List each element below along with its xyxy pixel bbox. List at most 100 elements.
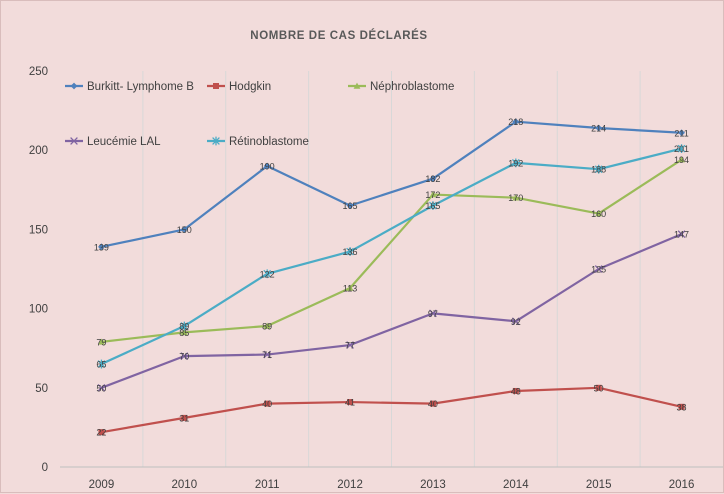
data-label: 48: [511, 386, 521, 396]
data-label: 194: [674, 155, 689, 165]
data-point: [181, 414, 188, 421]
chart-title: NOMBRE DE CAS DÉCLARÉS: [250, 29, 427, 42]
x-tick-label: 2013: [420, 479, 446, 491]
y-tick-label: 50: [35, 383, 48, 395]
legend-label: Hodgkin: [229, 81, 271, 93]
data-label: 77: [345, 341, 355, 351]
data-label: 182: [425, 174, 440, 184]
series: [97, 144, 686, 369]
data-point: [346, 247, 354, 256]
data-point: [429, 400, 436, 407]
data-point: [677, 144, 686, 154]
data-point: [353, 82, 361, 89]
data-point: [98, 429, 105, 436]
legend-item: Hodgkin: [207, 81, 271, 93]
data-label: 188: [591, 165, 606, 175]
data-point: [263, 162, 271, 170]
data-point: [180, 321, 189, 331]
data-label: 172: [425, 190, 440, 200]
x-tick-label: 2010: [172, 479, 198, 491]
x-tick-label: 2012: [337, 479, 363, 491]
gridlines: [142, 71, 641, 467]
series-line: [100, 120, 683, 248]
y-tick-label: 250: [29, 66, 48, 78]
y-tick-label: 100: [29, 304, 48, 316]
y-tick-label: 150: [29, 224, 48, 236]
data-label: 97: [428, 309, 438, 319]
data-point: [97, 383, 106, 392]
data-label: 139: [94, 242, 109, 252]
data-point: [70, 137, 78, 145]
series-line: [100, 158, 683, 343]
y-tick-label: 200: [29, 145, 48, 157]
data-point: [678, 403, 685, 410]
legend: Burkitt- Lymphome B Hodgkin Néphroblastome…: [65, 81, 454, 148]
x-tick-label: 2016: [669, 479, 695, 491]
data-point: [595, 384, 602, 391]
data-label: 38: [677, 402, 687, 412]
data-point: [97, 359, 106, 369]
data-point: [346, 341, 354, 349]
data-point: [511, 317, 520, 326]
data-label: 214: [591, 124, 606, 134]
series-line: [100, 233, 683, 389]
data-label: 136: [343, 247, 358, 257]
series-group: [97, 118, 686, 436]
data-label: 50: [594, 383, 604, 393]
data-point: [264, 400, 271, 407]
data-labels: 139 150 190 165 182 218 214 211 22 31 40 41 40 48 50 38…: [94, 117, 689, 437]
legend-item: Néphroblastome: [348, 81, 454, 93]
data-label: 41: [345, 398, 355, 408]
legend-item: Rétinoblastome: [207, 136, 309, 148]
data-label: 160: [591, 209, 606, 219]
legend-label: Néphroblastome: [370, 81, 454, 93]
data-label: 40: [262, 399, 272, 409]
data-point: [678, 156, 685, 163]
data-point: [212, 136, 220, 146]
data-label: 125: [591, 265, 606, 275]
data-point: [677, 230, 686, 239]
data-point: [429, 201, 437, 211]
x-tick-label: 2009: [89, 479, 115, 491]
data-point: [595, 124, 603, 132]
data-point: [678, 129, 685, 137]
data-label: 89: [179, 322, 189, 332]
series-line: [100, 386, 683, 434]
series: [98, 118, 685, 251]
data-label: 71: [262, 350, 272, 360]
series: [98, 384, 685, 436]
data-point: [346, 284, 354, 291]
legend-label: Rétinoblastome: [229, 136, 309, 148]
data-point: [429, 191, 437, 198]
data-point: [213, 83, 219, 89]
series-line: [100, 147, 683, 366]
data-point: [346, 202, 354, 210]
data-label: 113: [343, 284, 357, 294]
x-tick-label: 2014: [503, 479, 529, 491]
data-point: [180, 352, 189, 360]
data-label: 31: [179, 413, 189, 423]
data-label: 150: [177, 225, 192, 235]
axes: 0 50 100 150 200 250 2009 2010 2011 2012 2013 2014 2…: [29, 66, 723, 491]
data-label: 170: [508, 193, 523, 203]
x-tick-label: 2015: [586, 479, 612, 491]
data-label: 201: [674, 144, 689, 154]
data-label: 147: [674, 230, 689, 240]
data-point: [180, 328, 188, 336]
legend-label: Burkitt- Lymphome B: [87, 81, 194, 93]
data-label: 50: [96, 383, 106, 393]
data-label: 211: [674, 128, 688, 138]
data-point: [98, 243, 105, 251]
data-label: 190: [260, 162, 275, 172]
series: [98, 156, 685, 345]
data-point: [429, 309, 437, 318]
series: [97, 230, 686, 392]
data-point: [180, 226, 188, 233]
legend-item: Leucémie LAL: [65, 136, 161, 148]
data-label: 85: [179, 328, 189, 338]
data-label: 65: [96, 360, 106, 370]
data-label: 22: [96, 428, 106, 438]
data-label: 70: [179, 352, 189, 362]
data-point: [512, 118, 520, 126]
